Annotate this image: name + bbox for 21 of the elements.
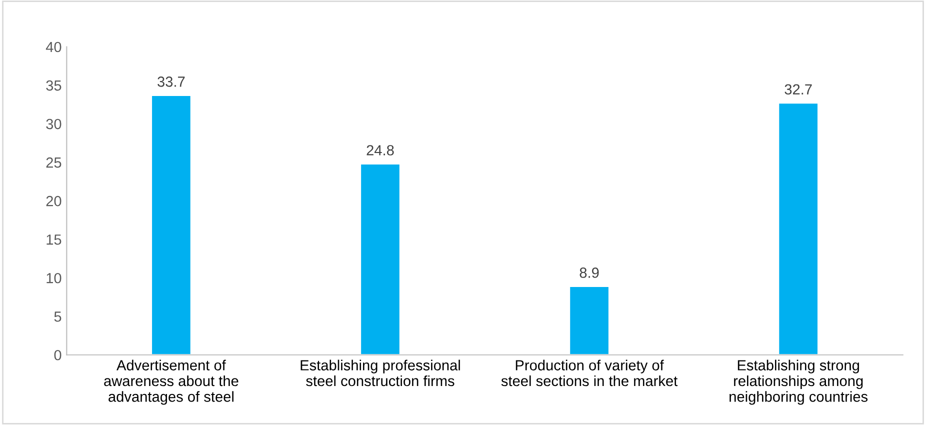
bar <box>778 102 819 355</box>
x-tick-label: Production of variety of steel sections in the market <box>501 360 678 386</box>
data-label: 24.8 <box>366 145 394 156</box>
bar <box>568 286 610 355</box>
y-tick-label: 35 <box>46 80 62 91</box>
y-tick-label: 40 <box>46 42 62 52</box>
y-tick-label: 30 <box>46 118 62 130</box>
y-tick-label: 0 <box>54 350 62 360</box>
y-tick-label: 25 <box>46 157 62 168</box>
x-tick-label: Establishing strong relationships among neighboring countries <box>730 360 868 405</box>
y-tick-label: 20 <box>46 196 62 206</box>
data-label: 32.7 <box>784 84 812 95</box>
y-tick-label: 15 <box>46 234 62 245</box>
data-label: 33.7 <box>158 76 185 87</box>
x-tick-label: Establishing professional steel construction firms <box>300 360 460 386</box>
y-tick-label: 10 <box>46 272 62 284</box>
y-tick-label: 5 <box>54 312 62 322</box>
x-tick-label: Advertisement of awareness about the advantages of steel <box>104 360 238 405</box>
bar <box>150 94 192 355</box>
data-label: 8.9 <box>580 268 599 278</box>
bar <box>360 163 401 355</box>
